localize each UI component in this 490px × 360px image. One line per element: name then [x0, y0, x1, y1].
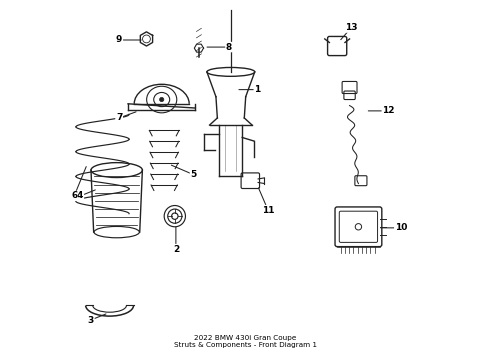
Text: 2: 2 — [173, 244, 179, 253]
Text: 4: 4 — [77, 192, 83, 201]
Text: 8: 8 — [226, 42, 232, 51]
Text: 1: 1 — [254, 85, 261, 94]
Text: 9: 9 — [116, 36, 122, 45]
Text: 3: 3 — [88, 315, 94, 324]
Text: 11: 11 — [262, 206, 274, 215]
Text: 6: 6 — [71, 192, 77, 201]
Text: 7: 7 — [116, 113, 122, 122]
Text: 10: 10 — [395, 223, 407, 232]
Text: 12: 12 — [382, 107, 395, 116]
Ellipse shape — [160, 98, 164, 102]
Text: 2022 BMW 430i Gran Coupe
Struts & Components - Front Diagram 1: 2022 BMW 430i Gran Coupe Struts & Compon… — [173, 336, 317, 348]
Text: 13: 13 — [345, 23, 358, 32]
Text: 5: 5 — [191, 170, 196, 179]
